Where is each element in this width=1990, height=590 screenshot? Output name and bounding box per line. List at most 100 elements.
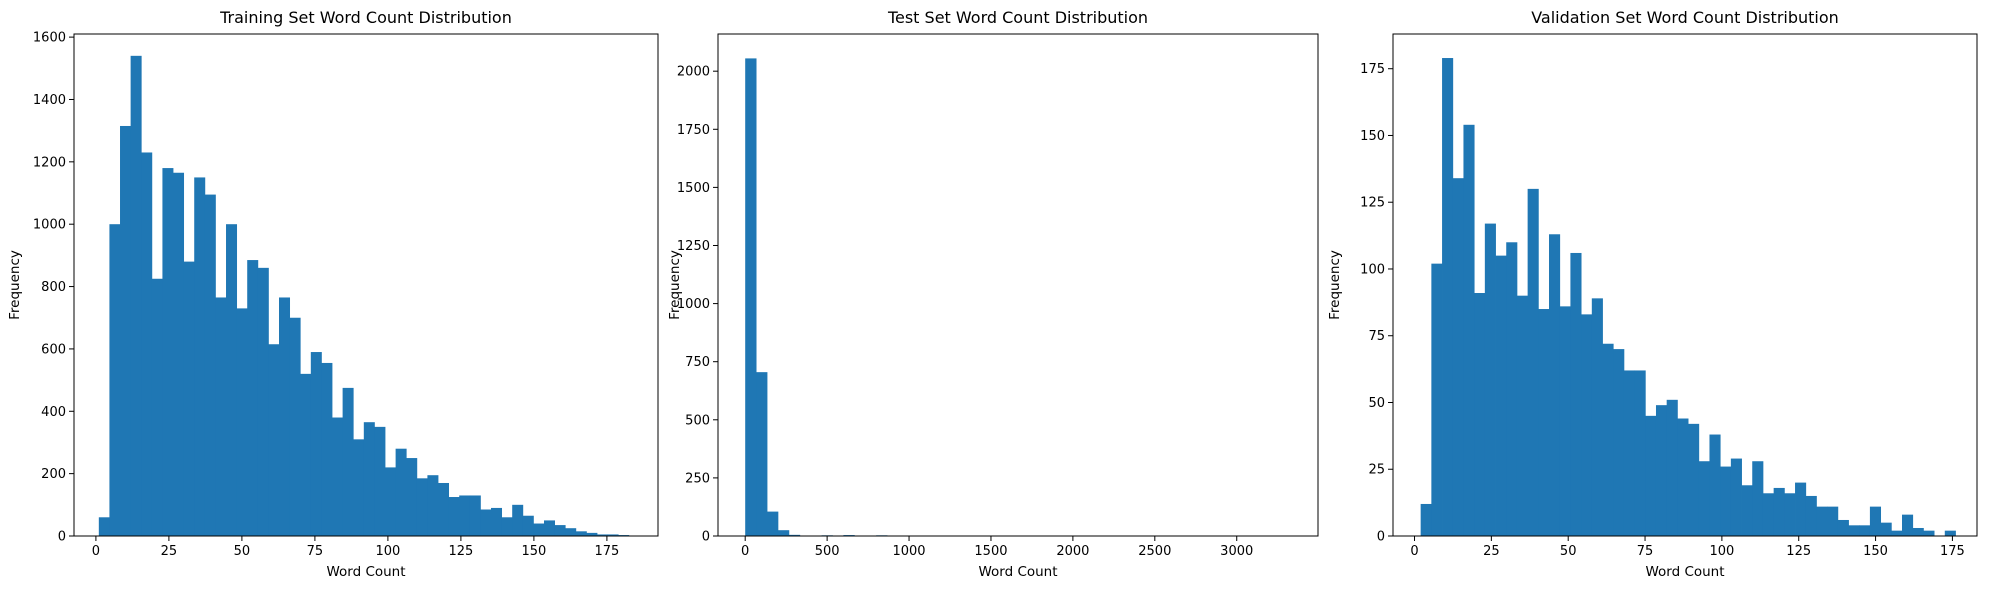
training-bar: [342, 387, 354, 536]
validation-x-tick-label: 125: [1786, 544, 1811, 559]
validation-x-tick-label: 50: [1560, 544, 1577, 559]
test-x-tick-label: 1500: [974, 544, 1007, 559]
validation-x-tick-label: 75: [1637, 544, 1654, 559]
test-y-tick-label: 1250: [677, 239, 710, 254]
validation-bar: [1784, 493, 1796, 536]
training-bar: [300, 373, 312, 536]
validation-bar: [1655, 405, 1668, 536]
training-bar: [544, 520, 555, 536]
training-bar: [522, 515, 534, 536]
validation-bar: [1538, 309, 1550, 536]
validation-bar: [1474, 293, 1486, 536]
training-bar: [236, 308, 248, 536]
test-bar: [788, 534, 801, 536]
validation-bar: [1623, 370, 1635, 536]
test-x-tick-label: 1000: [892, 544, 925, 559]
validation-bar: [1773, 487, 1785, 536]
training-y-tick-label: 1000: [33, 218, 66, 233]
validation-bar: [1666, 399, 1678, 536]
training-x-tick-label: 175: [594, 544, 619, 559]
validation-bar: [1634, 370, 1646, 536]
training-bar: [321, 362, 333, 536]
validation-chart-title: Validation Set Word Count Distribution: [1531, 8, 1839, 27]
training-y-tick-label: 200: [41, 467, 66, 482]
training-x-tick-label: 25: [161, 544, 178, 559]
histogram-test: 0 500 1000 1500 2000 2500 3000 0 250 500 750 1000 12…: [667, 8, 1319, 580]
validation-bar: [1431, 263, 1443, 536]
validation-bar: [1463, 124, 1475, 536]
validation-bar: [1506, 242, 1518, 536]
test-y-tick-label: 1750: [677, 123, 710, 138]
training-bars: [98, 55, 630, 537]
validation-y-tick-label: 125: [1360, 196, 1385, 211]
training-bar: [109, 224, 121, 536]
test-y-tick-label: 0: [702, 530, 710, 545]
training-bar: [204, 194, 216, 536]
validation-bar: [1484, 223, 1496, 536]
validation-bar: [1827, 506, 1839, 536]
training-bar: [533, 523, 545, 536]
test-y-tick-label: 2000: [677, 65, 710, 80]
validation-bar: [1527, 188, 1539, 536]
test-y-tick-label: 1500: [677, 181, 710, 196]
training-bar: [247, 260, 259, 536]
validation-bar: [1805, 495, 1817, 536]
training-x-tick-label: 100: [375, 544, 400, 559]
validation-bar: [1720, 466, 1732, 536]
training-bar: [385, 467, 397, 536]
training-bar: [459, 495, 471, 536]
training-y-tick-label: 400: [41, 405, 66, 420]
training-bar: [438, 482, 450, 536]
training-bar: [363, 422, 375, 536]
validation-bar: [1741, 485, 1753, 536]
validation-plot-frame: [1392, 33, 1978, 537]
training-bar: [289, 317, 301, 536]
training-bar: [501, 517, 513, 536]
training-bar: [427, 475, 439, 536]
validation-bar: [1677, 418, 1689, 536]
histogram-validation: 0 25 50 75 100 125 150 175 0 25 50 75 100 125 150 175 Va…: [1327, 8, 1978, 580]
test-x-tick-label: 500: [815, 544, 840, 559]
test-bar: [745, 58, 757, 537]
training-chart-title: Training Set Word Count Distribution: [219, 8, 512, 27]
validation-x-tick-label: 175: [1940, 544, 1965, 559]
training-y-tick-label: 1600: [33, 31, 66, 46]
training-bar: [597, 534, 608, 536]
validation-bar: [1795, 482, 1807, 536]
validation-bar: [1559, 306, 1571, 536]
validation-bar: [1495, 255, 1507, 536]
test-x-axis-label: Word Count: [978, 564, 1057, 580]
training-bar: [130, 55, 142, 536]
validation-bars: [1420, 58, 1956, 536]
validation-bar: [1848, 525, 1860, 536]
training-bar: [448, 497, 460, 536]
validation-x-tick-label: 100: [1709, 544, 1734, 559]
histogram-training: 0 25 50 75 100 125 150 175 0 200 400 600 800 1000 1200…: [7, 8, 659, 580]
test-y-tick-label: 500: [685, 413, 710, 428]
validation-bar: [1859, 525, 1871, 536]
test-x-tick-label: 3000: [1220, 544, 1253, 559]
validation-x-tick-label: 25: [1483, 544, 1500, 559]
training-plot-frame: [73, 33, 659, 537]
training-bar: [310, 352, 322, 536]
validation-bar: [1816, 506, 1828, 536]
training-x-tick-label: 150: [521, 544, 546, 559]
training-bar: [98, 517, 110, 536]
training-bar: [215, 297, 227, 536]
validation-bar: [1752, 461, 1764, 536]
training-x-tick-label: 0: [92, 544, 100, 559]
test-bar: [767, 511, 779, 536]
training-x-axis-label: Word Count: [326, 564, 405, 580]
validation-y-tick-label: 75: [1368, 329, 1385, 344]
validation-bar: [1837, 519, 1849, 536]
training-bar: [183, 261, 195, 536]
validation-bar: [1570, 252, 1582, 536]
test-y-tick-label: 1000: [677, 297, 710, 312]
validation-bar: [1688, 423, 1700, 536]
training-x-tick-label: 50: [234, 544, 251, 559]
validation-y-axis-label: Frequency: [1327, 250, 1343, 320]
training-bar: [565, 528, 577, 536]
training-x-tick-label: 125: [448, 544, 473, 559]
training-x-tick-label: 75: [307, 544, 324, 559]
validation-bar: [1730, 458, 1742, 536]
